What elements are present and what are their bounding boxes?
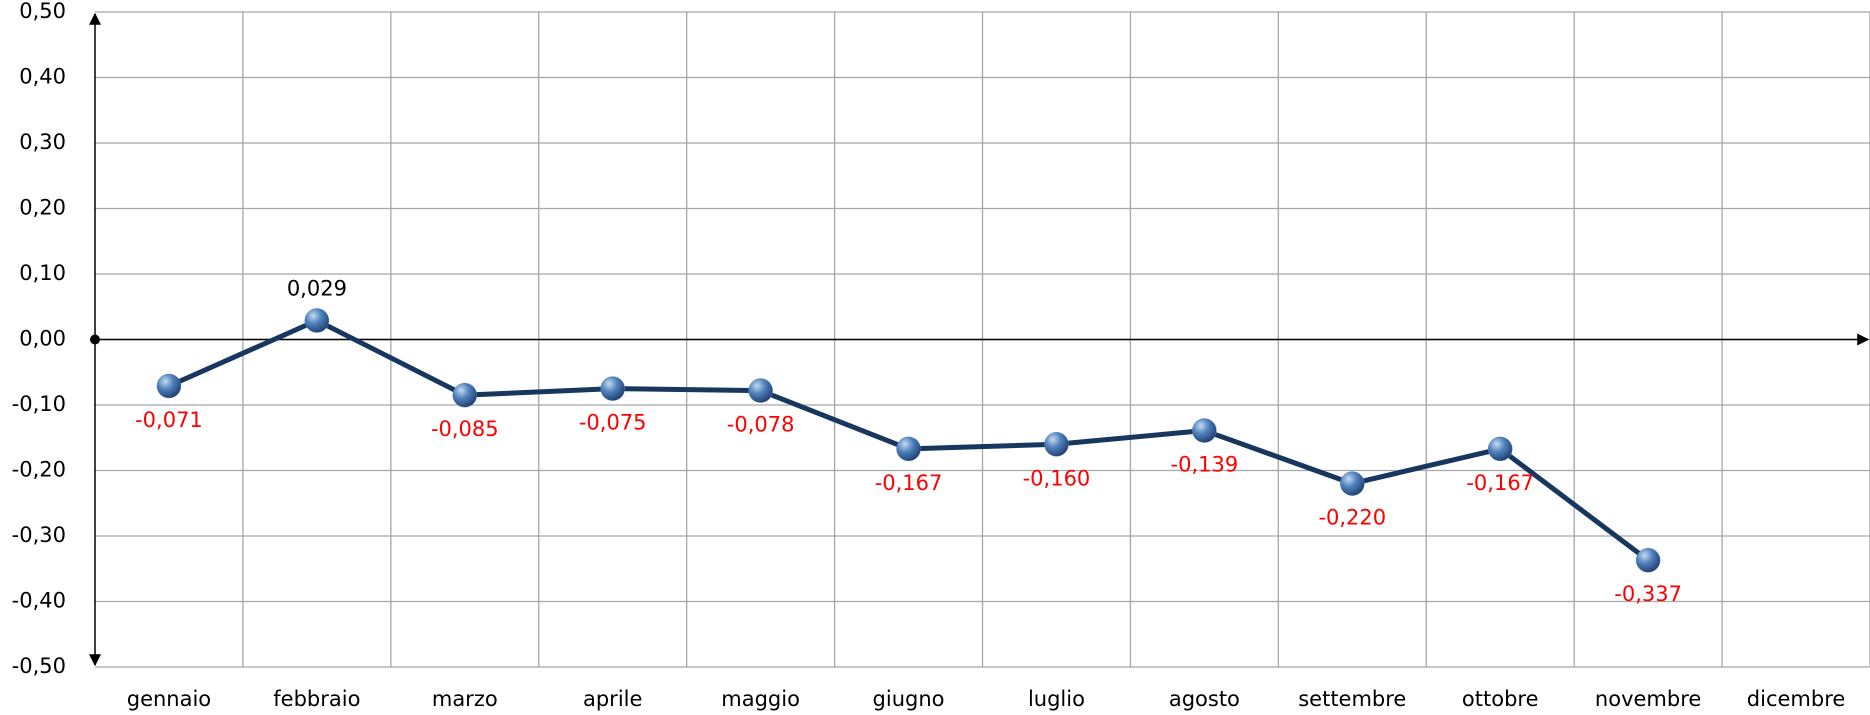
x-tick-label: agosto (1169, 687, 1240, 711)
y-tick-label: -0,20 (12, 458, 66, 482)
point-marker (156, 373, 182, 399)
point-marker (304, 308, 330, 333)
x-tick-label: dicembre (1747, 687, 1846, 711)
value-label: -0,337 (1614, 582, 1682, 606)
y-tick-label: -0,40 (12, 589, 66, 613)
y-tick-label: -0,30 (12, 523, 66, 547)
y-tick-label: 0,50 (19, 0, 66, 23)
point-marker (600, 376, 625, 401)
value-label: -0,071 (135, 408, 203, 432)
value-label: -0,085 (431, 417, 499, 441)
value-label: -0,078 (727, 413, 795, 437)
value-label: -0,167 (1466, 471, 1534, 495)
value-label: -0,139 (1171, 453, 1239, 477)
y-tick-label: 0,30 (19, 130, 66, 154)
point-marker (1044, 432, 1069, 457)
point-marker (452, 382, 478, 408)
value-label: 0,029 (287, 277, 347, 301)
point-marker (1487, 436, 1513, 462)
y-tick-label: 0,10 (19, 261, 66, 285)
y-tick-label: 0,20 (19, 196, 66, 220)
point-marker (1340, 471, 1365, 496)
x-tick-label: settembre (1298, 687, 1406, 711)
y-tick-label: -0,50 (12, 654, 66, 678)
x-tick-label: maggio (721, 687, 800, 711)
x-tick-label: novembre (1595, 687, 1701, 711)
x-tick-label: febbraio (273, 687, 360, 711)
x-tick-label: giugno (873, 687, 945, 711)
x-tick-label: luglio (1028, 687, 1085, 711)
y-tick-label: 0,00 (19, 327, 66, 351)
x-tick-label: ottobre (1462, 687, 1539, 711)
y-tick-label: -0,10 (12, 392, 66, 416)
point-marker (896, 436, 921, 462)
point-marker (1635, 547, 1661, 573)
value-label: -0,220 (1318, 506, 1386, 530)
y-tick-label: 0,40 (19, 65, 66, 89)
value-label: -0,160 (1023, 466, 1091, 490)
x-tick-label: marzo (432, 687, 498, 711)
x-tick-label: aprile (583, 687, 642, 711)
value-label: -0,075 (579, 411, 647, 435)
point-marker (1192, 418, 1217, 443)
point-marker (748, 378, 773, 403)
x-tick-label: gennaio (127, 687, 211, 711)
value-label: -0,167 (875, 471, 943, 495)
